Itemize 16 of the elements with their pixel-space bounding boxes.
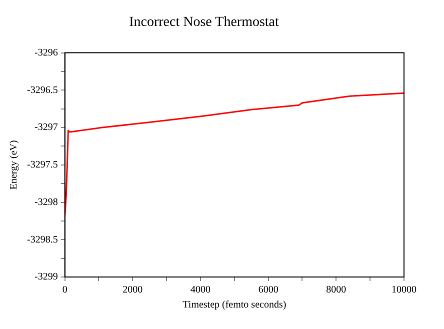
y-tick-label: -3296.5 [26, 84, 58, 96]
x-tick-label: 2000 [122, 284, 143, 296]
x-tick-label: 4000 [190, 284, 210, 296]
x-tick-label: 8000 [326, 284, 346, 296]
y-axis-title: Energy (eV) [8, 140, 20, 190]
x-tick-label: 6000 [258, 284, 278, 296]
y-tick-label: -3297 [34, 122, 58, 134]
x-tick-label: 10000 [392, 284, 416, 296]
y-tick-label: -3298 [34, 196, 58, 208]
chart-title: Incorrect Nose Thermostat [129, 15, 280, 30]
y-tick-label: -3296 [34, 47, 58, 58]
y-tick-label: -3297.5 [26, 160, 58, 171]
y-tick-label: -3298.5 [26, 234, 58, 246]
x-axis-title: Timestep (femto seconds) [182, 300, 286, 311]
y-tick-label: -3299 [34, 272, 58, 283]
x-tick-label: 0 [62, 284, 68, 296]
